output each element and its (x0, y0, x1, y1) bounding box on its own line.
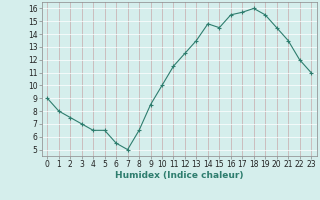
X-axis label: Humidex (Indice chaleur): Humidex (Indice chaleur) (115, 171, 244, 180)
